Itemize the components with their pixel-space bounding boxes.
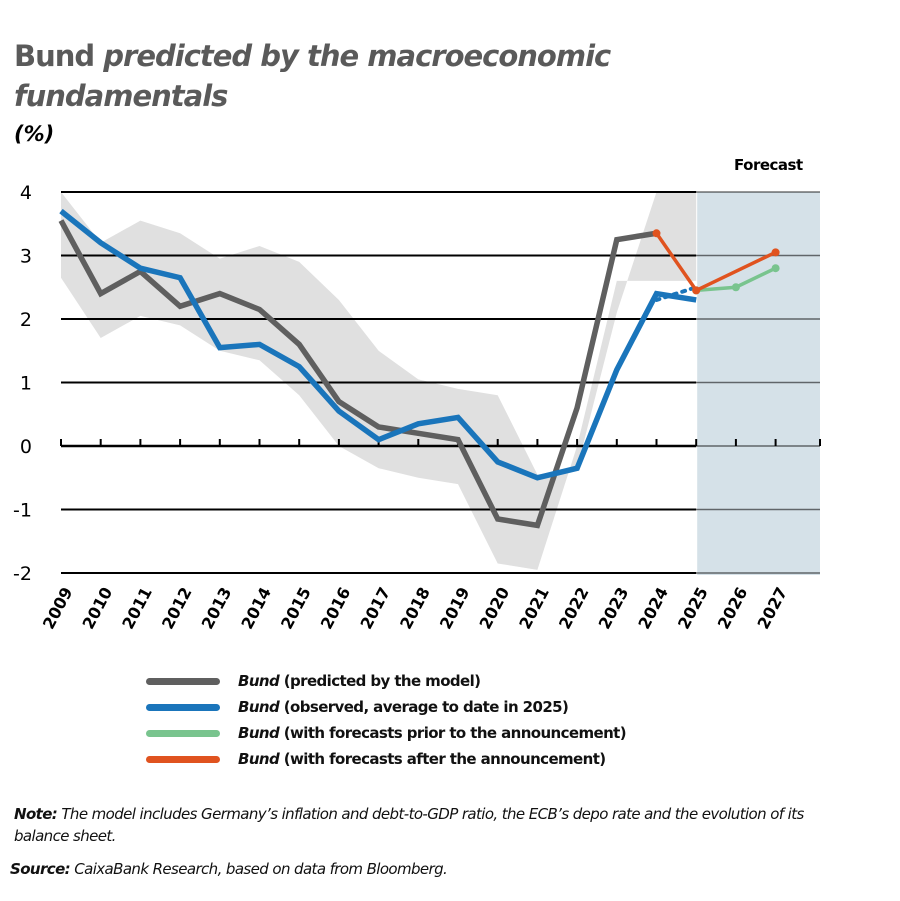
x-tick-label: 2018 [396,584,434,632]
y-tick-label: 4 [20,182,32,204]
legend-item: Bund (with forecasts prior to the announ… [146,720,627,746]
title-bold: Bund [14,39,95,73]
x-tick-label: 2023 [595,584,633,632]
x-tick-label: 2016 [317,584,355,632]
title-italic: predicted by the macroeconomic fundament… [14,39,611,113]
forecast-region [697,192,820,575]
x-tick-label: 2019 [436,584,474,632]
gridlines [61,191,820,574]
source-text: CaixaBank Research, based on data from B… [70,860,448,878]
data-point [692,286,701,295]
y-tick-label: -1 [13,500,32,522]
y-tick-label: 3 [20,246,32,268]
forecast-label: Forecast [734,156,803,174]
source: Source: CaixaBank Research, based on dat… [10,860,448,878]
x-tick-label: 2025 [674,584,712,632]
x-tick-label: 2027 [753,584,791,632]
y-tick-label: 0 [20,436,32,458]
legend-swatch [146,677,220,685]
legend-label: Bund (observed, average to date in 2025) [238,698,569,716]
legend-swatch [146,703,220,711]
x-tick-label: 2013 [198,584,236,632]
x-tick-label: 2022 [555,584,593,632]
forecast-shade [697,192,820,575]
band-area [61,192,697,570]
confidence-band [61,192,697,570]
unit-label: (%) [14,122,55,146]
legend-label: Bund (with forecasts prior to the announ… [238,724,627,742]
x-tick-label: 2017 [356,584,394,632]
x-tick-label: 2020 [476,584,514,632]
legend-swatch [146,755,220,763]
legend-label: Bund (predicted by the model) [238,672,481,690]
data-point [652,229,661,238]
note: Note: The model includes Germany’s infla… [14,803,804,847]
legend-label: Bund (with forecasts after the announcem… [238,750,606,768]
x-tick-label: 2012 [158,584,196,632]
observed-line [59,208,697,481]
y-tick-label: 2 [20,309,32,331]
legend-item: Bund (with forecasts after the announcem… [146,746,626,772]
legend-item: Bund (observed, average to date in 2025) [146,694,626,720]
x-tick-label: 2024 [634,584,672,632]
series-lines [58,208,780,529]
y-axis-labels: -2 -1 0 1 2 3 4 [13,182,32,585]
note-text: The model includes Germany’s inflation a… [14,805,804,845]
legend: Bund (predicted by the model) Bund (obser… [146,668,627,772]
x-tick-label: 2011 [118,584,156,632]
model-line [58,219,657,529]
data-point [731,283,740,292]
chart-title: Bund predicted by the macroeconomic fund… [14,36,714,116]
legend-swatch [146,729,220,737]
data-point [771,264,780,273]
observed-dotted-extension [654,285,699,302]
x-tick-label: 2014 [237,584,275,632]
y-tick-label: 1 [20,373,32,395]
legend-item: Bund (predicted by the model) [146,668,626,694]
x-tick-label: 2010 [79,584,117,632]
data-point [771,248,780,257]
source-label: Source: [10,860,71,878]
note-label: Note: [14,805,58,823]
x-tick-label: 2015 [277,584,315,632]
y-tick-label: -2 [13,563,32,585]
x-tick-label: 2009 [39,584,77,632]
x-tick-label: 2021 [515,584,553,632]
x-tick-label: 2026 [714,584,752,632]
